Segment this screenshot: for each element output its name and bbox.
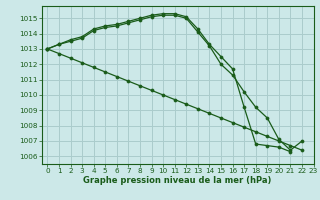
X-axis label: Graphe pression niveau de la mer (hPa): Graphe pression niveau de la mer (hPa) <box>84 176 272 185</box>
